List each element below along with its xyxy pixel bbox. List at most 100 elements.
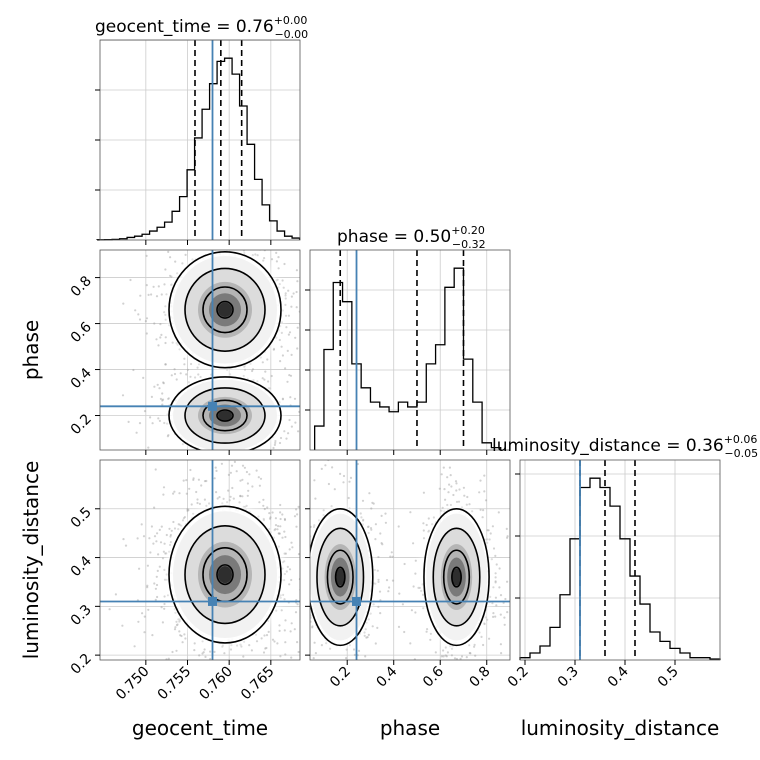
sample-point [213, 650, 216, 654]
sample-point [371, 625, 374, 628]
sample-point [303, 581, 305, 583]
sample-point [161, 403, 164, 406]
sample-point [161, 557, 165, 560]
sample-point [307, 263, 309, 265]
sample-point [427, 517, 430, 520]
sample-point [446, 651, 449, 654]
sample-point [422, 529, 425, 532]
sample-point [304, 448, 306, 450]
sample-point [306, 589, 308, 591]
sample-point [492, 612, 495, 615]
sample-point [290, 541, 293, 544]
sample-point [282, 286, 285, 289]
title-geocent-time-text: geocent_time = 0.76 [95, 17, 274, 37]
sample-point [277, 532, 280, 535]
sample-point [226, 501, 229, 504]
sample-point [155, 575, 158, 578]
sample-point [295, 525, 298, 528]
sample-point [262, 504, 265, 507]
sample-point [164, 305, 167, 308]
sample-point [272, 347, 276, 350]
sample-point [163, 602, 166, 606]
sample-point [311, 626, 314, 629]
sample-point [278, 338, 281, 342]
sample-point [306, 612, 308, 614]
sample-point [279, 517, 282, 521]
x-tick-label: 0.4 [605, 663, 632, 690]
sample-point [303, 555, 305, 557]
sample-point [281, 354, 284, 357]
sample-point [409, 642, 412, 645]
sample-point [280, 331, 283, 334]
sample-point [458, 488, 461, 491]
sample-point [312, 525, 316, 529]
sample-point [163, 607, 166, 610]
sample-point [486, 529, 489, 532]
sample-point [494, 581, 497, 584]
sample-point [498, 567, 501, 570]
sample-point [425, 630, 428, 633]
title-luminosity-distance-sup: +0.06 [724, 433, 758, 446]
sample-point [263, 257, 266, 260]
sample-point [170, 283, 173, 287]
sample-point [279, 525, 282, 528]
sample-point [281, 513, 284, 516]
sample-point [295, 290, 298, 294]
sample-point [169, 543, 172, 547]
title-luminosity-distance: luminosity_distance = 0.36+0.06 −0.05 [492, 433, 758, 460]
sample-point [134, 309, 137, 312]
sample-point [469, 652, 472, 655]
sample-point [291, 546, 294, 549]
sample-point [262, 519, 265, 522]
sample-point [189, 468, 192, 472]
sample-point [506, 611, 509, 614]
sample-point [269, 516, 272, 519]
sample-point [246, 494, 249, 497]
sample-point [418, 586, 421, 590]
sample-point [281, 398, 284, 401]
sample-point [155, 583, 159, 587]
sample-point [491, 525, 494, 528]
sample-point [176, 272, 179, 275]
sample-point [240, 645, 243, 648]
sample-point [243, 466, 246, 469]
sample-point [163, 568, 166, 572]
sample-point [294, 611, 298, 614]
sample-point [499, 643, 502, 646]
sample-point [510, 548, 512, 550]
sample-point [427, 530, 430, 533]
y-tick-label: 0.8 [68, 273, 95, 300]
sample-point [377, 578, 380, 581]
sample-point [401, 603, 404, 606]
sample-point [296, 280, 299, 283]
sample-point [499, 613, 502, 616]
sample-point [278, 283, 281, 286]
sample-point [465, 503, 468, 506]
sample-point [158, 528, 161, 532]
frame-geocent-time-vs-luminosity-distance [99, 459, 301, 661]
sample-point [245, 470, 248, 474]
sample-point [236, 644, 239, 647]
sample-point [288, 568, 292, 571]
sample-point [139, 294, 142, 297]
sample-point [178, 620, 181, 623]
sample-point [287, 289, 290, 292]
sample-point [228, 499, 231, 502]
sample-point [283, 517, 286, 521]
sample-point [197, 478, 200, 481]
contour-line-1 [316, 527, 365, 627]
sample-point [166, 435, 169, 438]
sample-point [505, 527, 508, 531]
sample-point [466, 688, 468, 690]
sample-point [293, 397, 297, 400]
sample-point [265, 634, 269, 637]
sample-point [185, 373, 188, 376]
sample-point [230, 464, 234, 467]
sample-point [487, 529, 490, 532]
sample-point [293, 628, 296, 631]
sample-point [265, 646, 268, 650]
x-tick-label: 0.5 [655, 664, 682, 691]
sample-point [149, 416, 152, 419]
sample-point [258, 246, 260, 248]
sample-point [377, 555, 380, 559]
